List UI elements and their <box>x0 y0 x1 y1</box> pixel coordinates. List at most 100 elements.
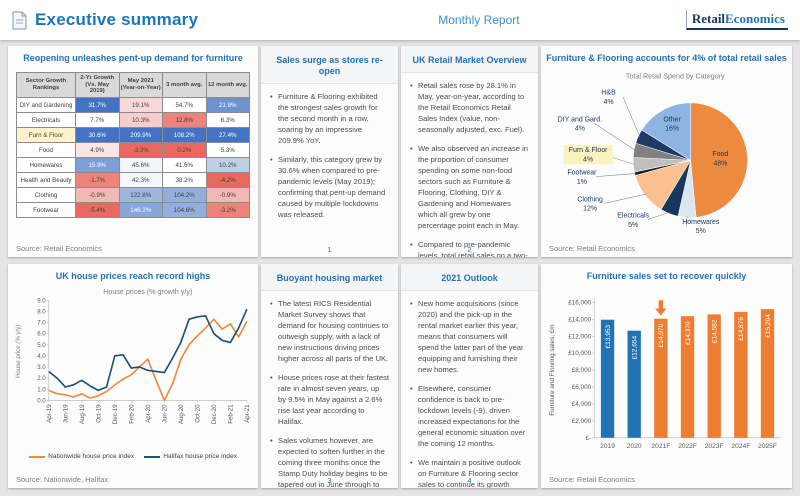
value-cell: 10.3% <box>118 112 163 129</box>
y-tick-label: £8,000 <box>572 367 592 374</box>
brand-logo-part1: Retail <box>691 11 726 26</box>
bullet-item: We maintain a positive outlook on Furnit… <box>410 457 529 488</box>
pie-label: Clothing <box>577 196 603 203</box>
y-tick-label: 3.0 <box>37 364 46 371</box>
pie-label: DIY and Gard. <box>558 116 602 123</box>
bullet-item: Similarly, this category grew by 30.6% w… <box>270 154 389 220</box>
row-label: Footwear <box>16 202 76 219</box>
pie-label-pct: 4% <box>604 99 614 106</box>
value-cell: 15.9% <box>75 157 120 174</box>
bar-2022f <box>680 315 695 438</box>
y-tick-label: £14,000 <box>568 316 591 323</box>
y-tick-label: £10,000 <box>568 350 591 357</box>
legend-swatch <box>144 455 161 458</box>
pie-label-pct: 4% <box>583 156 593 163</box>
panel-title: UK Retail Market Overview <box>401 46 538 73</box>
value-cell: 7.7% <box>75 112 120 129</box>
x-category-label: 2023F <box>705 443 724 450</box>
x-category-label: 2021F <box>651 443 670 450</box>
bar-2025f <box>760 308 775 438</box>
y-tick-label: 5.0 <box>37 342 46 349</box>
value-cell: 54.7% <box>162 97 207 114</box>
pie-label-pct: 4% <box>575 125 585 132</box>
legend-swatch <box>29 455 46 458</box>
bullet-item: Compared to pre-pandemic levels, total r… <box>410 239 529 257</box>
bullet-item: Retail sales rose by 28.1% in May, year-… <box>410 80 529 135</box>
pie-label: Electricals <box>617 212 649 219</box>
x-tick-label: Apr-19 <box>46 404 53 423</box>
source-label: Source: Retail Economics <box>549 244 635 253</box>
panel-title: Furniture & Flooring accounts for 4% of … <box>546 53 787 63</box>
table-row: Furn & Floor 30.6% 209.9% 108.2% 27.4% <box>16 127 250 144</box>
x-tick-label: Dec-20 <box>211 404 218 424</box>
leader-line <box>594 122 636 151</box>
x-tick-label: Oct-20 <box>194 404 201 423</box>
y-tick-label: £4,000 <box>572 401 592 408</box>
bullet-list: The latest RICS Residential Market Surve… <box>261 298 398 488</box>
row-label: Clothing <box>16 187 76 204</box>
value-cell: -1.7% <box>75 172 120 189</box>
x-tick-label: Dec-19 <box>112 404 119 424</box>
row-label: Electricals <box>16 112 76 129</box>
x-category-label: 2022F <box>678 443 697 450</box>
brand-logo: RetailEconomics <box>685 10 788 30</box>
x-category-label: 2019 <box>600 443 615 450</box>
table-row: Clothing -0.9% 122.8% 104.2% -0.9% <box>16 187 250 204</box>
bar-value-label: £14,876 <box>738 316 745 340</box>
document-icon <box>12 10 27 30</box>
value-cell: 42.3% <box>118 172 163 189</box>
pie-label: H&B <box>601 89 616 96</box>
bullet-item: Sales volumes however, are expected to s… <box>270 435 389 488</box>
line-chart-legend: Nationwide house price index Halifax hous… <box>8 453 258 460</box>
leader-line <box>596 172 637 177</box>
y-tick-label: 0.0 <box>37 397 46 404</box>
bar-value-label: £13,953 <box>605 324 612 348</box>
value-cell: 41.6% <box>162 157 207 174</box>
bullet-item: Furniture & Flooring exhibited the stron… <box>270 91 389 146</box>
series-line-halifax <box>48 308 248 391</box>
value-cell: 38.2% <box>162 172 207 189</box>
line-chart-subtitle: House prices (% growth y/y) <box>103 288 192 296</box>
panel-title: 2021 Outlook <box>401 264 538 291</box>
panel-outlook: 2021 Outlook New home acquisitions (sinc… <box>401 264 538 488</box>
legend-item: Halifax house price index <box>144 453 237 460</box>
pie-label: Footwear <box>567 169 597 176</box>
value-cell: 108.2% <box>162 127 207 144</box>
pie-label: Homewares <box>682 219 720 226</box>
y-tick-label: 7.0 <box>37 319 46 326</box>
value-cell: 30.6% <box>75 127 120 144</box>
y-axis-title: House price (% y/y) <box>15 324 22 377</box>
value-cell: 4.9% <box>75 142 120 159</box>
bullet-item: Elsewhere, consumer confidence is back t… <box>410 383 529 449</box>
y-tick-label: £12,000 <box>568 333 591 340</box>
legend-label: Halifax house price index <box>163 453 237 461</box>
x-tick-label: Aug-20 <box>178 404 185 424</box>
table-header-cell: Sector Growth Rankings <box>16 71 76 99</box>
x-category-label: 2024F <box>731 443 750 450</box>
panel-title: UK house prices reach record highs <box>55 271 211 281</box>
leader-line <box>622 96 641 138</box>
line-chart: House prices (% growth y/y) 0.0 1.0 2.0 3.0 4… <box>8 286 258 452</box>
y-tick-label: 9.0 <box>37 297 46 304</box>
row-label: Furn & Floor <box>16 127 76 144</box>
value-cell: -3.2% <box>205 202 250 219</box>
legend-item: Nationwide house price index <box>29 453 134 460</box>
row-label: Homewares <box>16 157 76 174</box>
x-category-label: 2025F <box>758 443 777 450</box>
line-chart-svg: House prices (% growth y/y) 0.0 1.0 2.0 3.0 4… <box>15 288 251 424</box>
panel-title: Buoyant housing market <box>261 264 398 291</box>
value-cell: 146.2% <box>118 202 163 219</box>
label-highlight <box>563 144 613 165</box>
x-tick-label: Aug-19 <box>79 404 86 424</box>
panel-title: Sales surge as stores re-open <box>261 46 398 84</box>
value-cell: 21.9% <box>205 97 250 114</box>
pie-chart: Total Retail Spend by Category Food 48% Hom… <box>541 68 792 242</box>
pie-slice-food <box>690 102 748 218</box>
pie-label-pct: 12% <box>583 205 597 212</box>
bullet-list: Retail sales rose by 28.1% in May, year-… <box>401 80 538 257</box>
value-cell: 0.2% <box>162 142 207 159</box>
page-title: Executive summary <box>35 10 199 29</box>
pie-slice-other <box>641 102 691 161</box>
bar-2023f <box>707 314 721 438</box>
x-tick-label: Oct-19 <box>95 404 102 423</box>
